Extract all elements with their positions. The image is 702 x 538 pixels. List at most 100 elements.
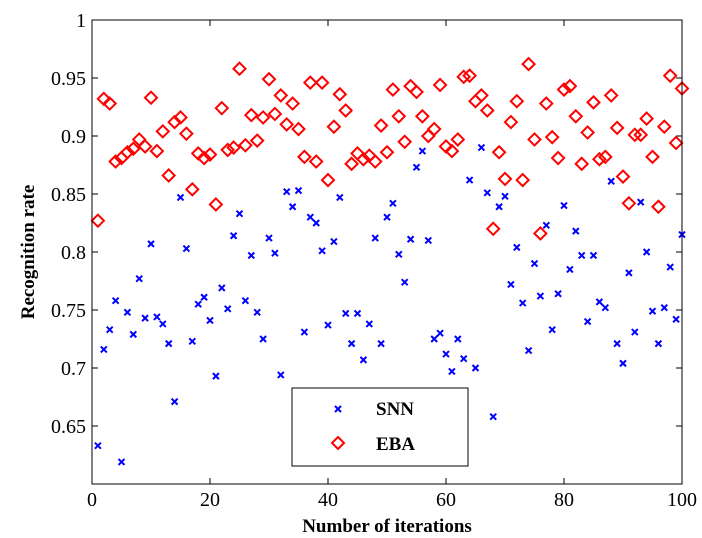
point-snn xyxy=(330,237,338,246)
legend-label-eba: EBA xyxy=(376,434,415,455)
point-snn xyxy=(259,335,267,343)
legend: SNN EBA xyxy=(291,387,469,467)
point-eba xyxy=(178,126,194,142)
point-snn xyxy=(513,243,521,252)
point-eba xyxy=(432,77,448,93)
point-eba xyxy=(479,103,495,118)
point-snn xyxy=(94,442,102,450)
point-eba xyxy=(314,75,330,91)
point-snn xyxy=(188,337,197,346)
y-tick-labels: 0.65 0.7 0.75 0.8 0.85 0.9 0.95 1 xyxy=(51,10,86,438)
point-eba xyxy=(662,68,678,84)
point-snn xyxy=(589,251,598,260)
point-eba xyxy=(125,141,141,157)
point-eba xyxy=(515,172,531,188)
point-snn xyxy=(619,359,627,368)
point-snn xyxy=(672,315,680,323)
point-snn xyxy=(560,201,568,210)
point-eba xyxy=(202,147,218,162)
point-snn xyxy=(206,316,214,325)
point-snn xyxy=(601,303,610,312)
point-snn xyxy=(642,248,651,256)
point-snn xyxy=(159,320,167,328)
point-eba xyxy=(656,119,672,135)
point-eba xyxy=(279,116,295,132)
y-tick-label: 1 xyxy=(76,10,86,32)
point-snn xyxy=(613,339,621,348)
point-eba xyxy=(397,134,413,150)
point-eba xyxy=(391,108,407,124)
y-tick-label: 0.75 xyxy=(51,300,86,322)
point-snn xyxy=(129,330,138,339)
point-snn xyxy=(371,234,379,242)
point-snn xyxy=(631,328,639,336)
point-snn xyxy=(265,234,273,242)
x-tick-labels: 0 20 40 60 80 100 xyxy=(87,489,697,511)
plot-frame xyxy=(91,19,683,485)
point-snn xyxy=(636,198,645,206)
point-eba xyxy=(338,103,354,118)
point-snn xyxy=(566,265,574,274)
point-eba xyxy=(668,135,684,151)
point-snn xyxy=(489,413,497,421)
point-snn xyxy=(465,176,474,184)
point-snn xyxy=(548,326,556,334)
point-eba xyxy=(627,127,643,143)
point-eba xyxy=(237,137,253,153)
point-eba xyxy=(367,154,383,169)
point-eba xyxy=(285,96,301,111)
point-snn xyxy=(577,251,586,260)
point-snn xyxy=(536,292,545,300)
point-eba xyxy=(639,111,655,127)
point-eba xyxy=(296,149,312,165)
point-snn xyxy=(400,278,409,286)
point-eba xyxy=(143,90,159,106)
point-eba xyxy=(556,82,572,98)
y-tick-label: 0.95 xyxy=(51,68,86,90)
point-snn xyxy=(377,339,385,348)
point-snn xyxy=(324,321,332,329)
point-eba xyxy=(226,140,242,156)
point-eba xyxy=(645,149,660,165)
point-snn xyxy=(459,355,468,363)
point-eba xyxy=(373,118,389,133)
point-eba xyxy=(267,106,283,122)
point-eba xyxy=(456,69,472,85)
point-snn xyxy=(448,367,456,376)
x-tick-label: 100 xyxy=(667,489,697,511)
point-snn xyxy=(300,328,309,336)
point-eba xyxy=(119,144,135,160)
point-snn xyxy=(507,280,515,289)
point-eba xyxy=(220,142,236,158)
legend-marker-snn xyxy=(334,405,342,413)
point-snn xyxy=(495,203,503,211)
point-eba xyxy=(214,100,230,116)
point-eba xyxy=(137,139,153,154)
point-snn xyxy=(294,186,303,195)
point-snn xyxy=(654,339,663,348)
point-snn xyxy=(271,249,279,257)
point-snn xyxy=(518,299,527,307)
point-eba xyxy=(503,114,519,130)
y-axis-label: Recognition rate xyxy=(18,185,39,320)
point-eba xyxy=(597,149,613,165)
point-snn xyxy=(353,309,362,318)
point-snn xyxy=(253,308,261,317)
point-snn xyxy=(282,187,291,196)
legend-marker-eba xyxy=(330,435,346,451)
point-snn xyxy=(235,210,244,218)
legend-symbol-snn xyxy=(334,405,342,413)
point-eba xyxy=(544,129,560,145)
point-eba xyxy=(532,226,548,241)
point-snn xyxy=(117,458,126,466)
point-snn xyxy=(306,213,315,221)
point-eba xyxy=(568,108,584,124)
point-eba xyxy=(633,127,649,143)
data-points xyxy=(90,56,690,466)
point-eba xyxy=(320,172,336,188)
point-snn xyxy=(247,251,256,260)
point-snn xyxy=(182,244,191,253)
point-snn xyxy=(430,335,438,343)
point-eba xyxy=(102,96,118,111)
